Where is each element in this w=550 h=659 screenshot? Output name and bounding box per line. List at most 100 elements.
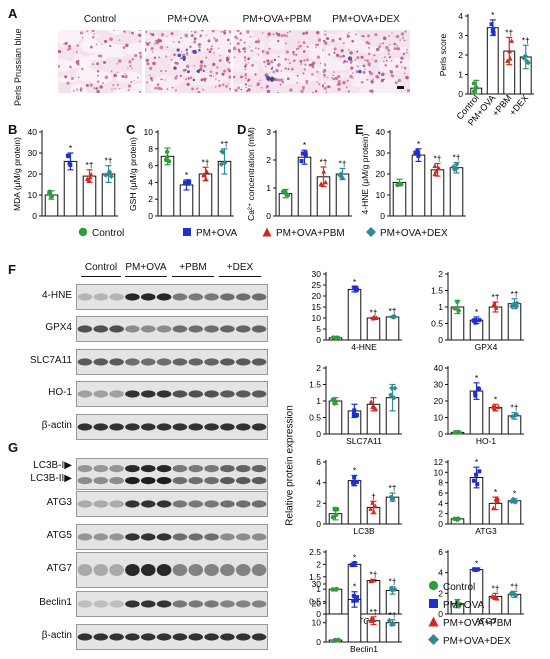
blot-band xyxy=(251,293,267,301)
tissue-cell xyxy=(221,72,225,76)
blot-band-slc7a11 xyxy=(76,349,268,375)
tissue-cell xyxy=(379,42,382,45)
data-point xyxy=(335,638,341,643)
tissue-cell xyxy=(170,32,174,36)
data-point xyxy=(49,193,54,199)
blot-background xyxy=(77,415,267,439)
data-point xyxy=(355,595,360,600)
data-point xyxy=(396,182,402,187)
panel-label-b: B xyxy=(8,122,18,137)
blot-band xyxy=(235,423,251,431)
tissue-cell xyxy=(96,80,100,83)
tissue-cell xyxy=(406,48,408,51)
significance-label: *† xyxy=(510,289,518,299)
micro-label-control: Control xyxy=(83,14,117,25)
tissue-cell xyxy=(323,82,326,84)
y-tick-label: 12 xyxy=(434,457,444,467)
significance-label: * xyxy=(491,10,495,20)
y-tick-label: 0.5 xyxy=(309,413,321,423)
blot-band xyxy=(156,325,172,333)
tissue-cell xyxy=(308,63,312,67)
tissue-cell xyxy=(338,82,341,86)
y-tick-label: 1.5 xyxy=(309,380,321,390)
tissue-cell xyxy=(109,37,113,41)
tissue-cell xyxy=(405,75,409,80)
tissue-cell xyxy=(247,79,250,82)
tissue-cell xyxy=(278,78,281,82)
data-point xyxy=(368,578,374,583)
tissue-cell xyxy=(160,33,165,37)
tissue-cell xyxy=(79,89,82,92)
tissue-space xyxy=(113,88,142,93)
tissue-cell xyxy=(205,34,208,36)
blot-band-atg7 xyxy=(76,552,268,588)
tissue-cell xyxy=(189,76,193,80)
tissue-cell xyxy=(166,35,168,37)
tissue-cell xyxy=(86,30,89,33)
y-tick-label: 0.5 xyxy=(431,319,443,329)
data-point xyxy=(352,475,357,480)
blot-background xyxy=(77,382,267,406)
blot-background xyxy=(77,525,267,549)
tissue-cell xyxy=(204,80,206,83)
tissue-cell xyxy=(184,33,188,37)
chart-mda-svg: 0 10 20 30 40 MDA (μM/g protein) * *† *† xyxy=(12,127,118,221)
tissue-cell xyxy=(328,53,331,56)
tissue-cell xyxy=(290,67,294,71)
x-axis-label: 4-HNE xyxy=(351,342,377,352)
blot-f-group-pbm: +PBM xyxy=(179,262,207,273)
tissue-cell xyxy=(150,47,154,51)
micrograph-control xyxy=(58,30,142,93)
blot-band xyxy=(140,390,156,398)
tissue-cell xyxy=(396,45,398,47)
tissue-cell xyxy=(197,43,201,47)
tissue-cell xyxy=(316,55,320,59)
data-point xyxy=(452,306,457,311)
tissue-cell xyxy=(104,75,109,80)
tissue-cell xyxy=(322,84,325,88)
tissue-cell xyxy=(350,66,354,70)
tissue-cell xyxy=(131,58,134,61)
bar xyxy=(347,288,362,341)
tissue-cell xyxy=(218,80,220,82)
blot-label-lc3bii: LC3B-II▶ xyxy=(30,473,72,484)
tissue-cell xyxy=(348,48,350,51)
blot-band xyxy=(204,390,219,398)
data-point xyxy=(66,154,71,159)
data-point xyxy=(86,177,92,183)
tissue-cell xyxy=(280,70,283,72)
data-point xyxy=(351,593,356,598)
tissue-cell xyxy=(397,78,402,83)
tissue-cell xyxy=(400,56,404,60)
significance-label: *† xyxy=(319,157,327,167)
tissue-cell xyxy=(284,67,287,70)
data-point xyxy=(490,29,495,34)
tissue-cell xyxy=(149,32,152,35)
blot-band xyxy=(172,564,188,576)
tissue-cell xyxy=(240,88,243,91)
tissue-cell xyxy=(349,61,353,64)
blot-f-group-dex: +DEX xyxy=(226,262,254,273)
tissue-cell xyxy=(356,56,360,60)
blot-band xyxy=(204,633,219,641)
tissue-cell xyxy=(229,42,231,45)
blot-band xyxy=(93,465,109,473)
y-tick-label: 20 xyxy=(312,598,322,608)
square-icon xyxy=(182,227,192,240)
legend-top-dex: PM+OVA+DEX xyxy=(366,227,448,240)
tissue-cell xyxy=(134,53,138,58)
tissue-cell xyxy=(210,47,213,51)
tissue-cell xyxy=(81,37,84,39)
data-point xyxy=(473,393,478,398)
legend-top-pmova: PM+OVA xyxy=(182,227,237,240)
tissue-cell xyxy=(145,48,147,52)
tissue-cell xyxy=(324,30,327,32)
data-point xyxy=(203,176,209,182)
blot-band xyxy=(251,358,267,366)
blot-band xyxy=(156,533,172,541)
blot-band xyxy=(220,390,235,398)
tissue-cell xyxy=(399,61,403,64)
tissue-cell xyxy=(164,79,166,81)
tissue-cell xyxy=(244,72,247,76)
tissue-cell xyxy=(400,32,405,36)
